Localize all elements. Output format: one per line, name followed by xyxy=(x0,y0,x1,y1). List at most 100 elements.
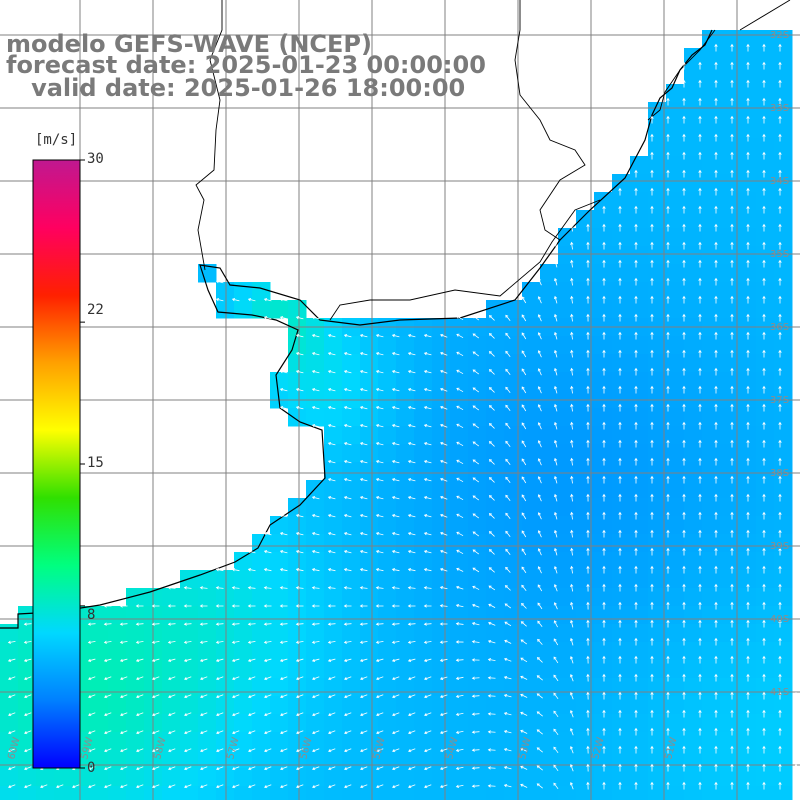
lat-label: 36S xyxy=(770,322,789,333)
field-cell xyxy=(378,714,397,733)
wind-arrow xyxy=(455,694,464,698)
wind-arrow xyxy=(778,61,782,70)
field-cell xyxy=(630,408,649,427)
field-cell xyxy=(414,750,433,769)
wind-arrow xyxy=(794,259,798,268)
wind-arrow xyxy=(376,784,384,789)
wind-arrow xyxy=(327,405,336,410)
field-cell xyxy=(594,246,613,265)
field-cell xyxy=(720,696,739,715)
field-cell xyxy=(432,426,451,445)
wind-arrow xyxy=(794,511,798,520)
field-cell xyxy=(738,444,757,463)
wind-arrow xyxy=(682,475,686,484)
field-cell xyxy=(288,732,307,751)
field-cell xyxy=(594,588,613,607)
field-cell xyxy=(450,660,469,679)
field-cell xyxy=(468,588,487,607)
field-cell xyxy=(540,552,559,571)
field-cell xyxy=(468,732,487,751)
field-cell xyxy=(720,678,739,697)
field-cell xyxy=(342,498,361,517)
field-cell xyxy=(414,660,433,679)
wind-arrow xyxy=(375,423,384,428)
field-cell xyxy=(576,606,595,625)
wind-arrow xyxy=(650,205,654,214)
field-cell xyxy=(216,660,235,679)
field-cell xyxy=(576,336,595,355)
wind-arrow xyxy=(136,694,144,699)
field-cell xyxy=(324,516,343,535)
field-cell xyxy=(648,624,667,643)
wind-arrow xyxy=(650,259,654,268)
field-cell xyxy=(666,138,685,157)
field-cell xyxy=(450,570,469,589)
wind-arrow xyxy=(311,333,320,338)
wind-arrow xyxy=(650,241,654,250)
wind-arrow xyxy=(439,567,448,572)
field-cell xyxy=(414,534,433,553)
wind-arrow xyxy=(183,658,192,663)
field-cell xyxy=(774,372,793,391)
wind-arrow xyxy=(167,640,176,644)
wind-arrow xyxy=(746,619,750,628)
field-cell xyxy=(612,732,631,751)
field-cell xyxy=(432,660,451,679)
field-cell xyxy=(198,750,217,769)
field-cell xyxy=(0,642,19,661)
wind-arrow xyxy=(248,766,256,771)
wind-arrow xyxy=(328,766,336,771)
field-cell xyxy=(702,264,721,283)
field-cell xyxy=(666,156,685,175)
field-cell xyxy=(684,696,703,715)
lat-label: 39S xyxy=(770,541,789,552)
field-cell xyxy=(594,624,613,643)
wind-arrow xyxy=(714,673,718,682)
field-cell xyxy=(666,480,685,499)
field-cell xyxy=(594,732,613,751)
field-cell xyxy=(522,606,541,625)
wind-arrow xyxy=(440,351,448,356)
wind-arrow xyxy=(167,586,176,590)
border-path xyxy=(739,0,791,31)
field-cell xyxy=(738,138,757,157)
wind-arrow xyxy=(730,403,734,412)
field-cell xyxy=(162,696,181,715)
wind-arrow xyxy=(778,619,782,628)
field-cell xyxy=(486,732,505,751)
field-cell xyxy=(576,282,595,301)
wind-arrow xyxy=(375,640,384,644)
wind-arrow xyxy=(602,547,606,556)
wind-arrow xyxy=(794,295,798,304)
wind-arrow xyxy=(88,676,96,681)
wind-arrow xyxy=(439,676,448,681)
wind-arrow xyxy=(311,513,320,518)
wind-arrow xyxy=(312,694,320,699)
field-cell xyxy=(702,84,721,103)
colorbar-tick-15: 15 xyxy=(87,455,104,471)
wind-arrow xyxy=(279,568,288,572)
field-cell xyxy=(252,282,271,301)
field-cell xyxy=(576,372,595,391)
field-cell xyxy=(702,498,721,517)
field-cell xyxy=(468,642,487,661)
wind-arrow xyxy=(794,745,798,754)
wind-arrow xyxy=(666,619,670,628)
wind-arrow xyxy=(666,601,670,610)
wind-arrow xyxy=(537,530,542,538)
wind-arrow xyxy=(650,151,654,160)
wind-arrow xyxy=(327,622,336,626)
field-cell xyxy=(486,408,505,427)
wind-arrow xyxy=(375,351,384,356)
wind-arrow xyxy=(746,421,750,430)
wind-arrow xyxy=(794,475,798,484)
wind-arrow xyxy=(168,712,176,717)
wind-arrow xyxy=(247,604,256,608)
wind-arrow xyxy=(407,513,416,518)
field-cell xyxy=(702,714,721,733)
wind-arrow xyxy=(456,531,464,537)
field-cell xyxy=(468,786,487,800)
field-cell xyxy=(396,462,415,481)
wind-arrow xyxy=(778,241,782,250)
